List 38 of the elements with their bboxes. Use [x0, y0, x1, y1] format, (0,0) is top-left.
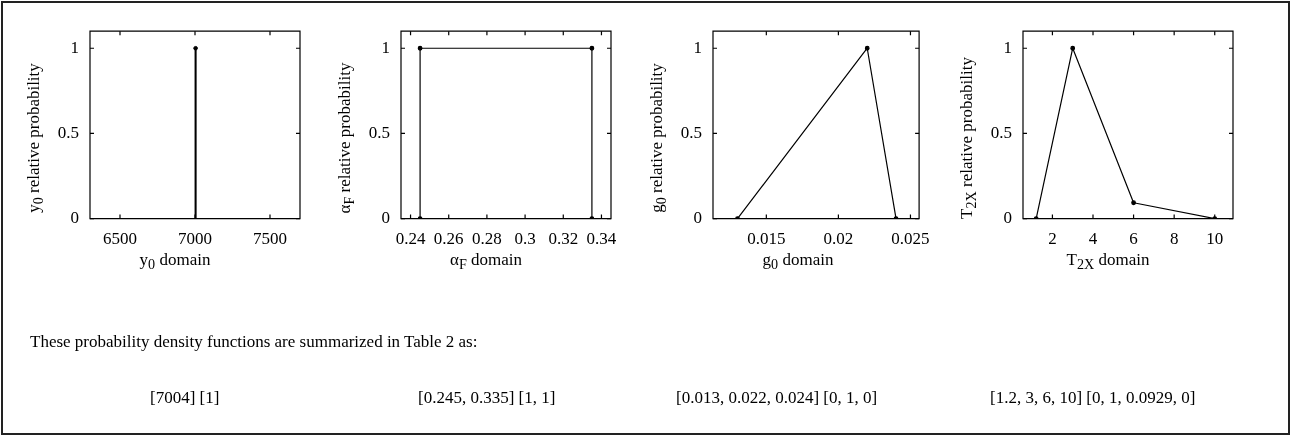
x-tick-label: 0.26 — [433, 229, 464, 249]
y-tick-label: 0 — [70, 208, 79, 228]
text: [7004] [1] — [150, 388, 220, 408]
text: [1.2, 3, 6, 10] [0, 1, 0.0929, 0] — [990, 388, 1196, 408]
x-tick-label: 0.02 — [823, 229, 854, 249]
x-tick-label: 7500 — [253, 229, 287, 249]
x-tick-label: 6 — [1129, 229, 1138, 249]
y-tick-label: 1 — [693, 37, 702, 57]
x-axis-title: T$_{2X}$ domain — [1065, 250, 1151, 274]
x-tick-label: 4 — [1088, 229, 1098, 249]
y-tick-label: 1 — [1003, 37, 1012, 57]
x-axis-title: y$_{0}$ domain — [138, 250, 212, 274]
text: [0.013, 0.022, 0.024] [0, 1, 0] — [676, 388, 878, 408]
y-tick-label: 1 — [70, 37, 79, 57]
x-tick-label: 7000 — [178, 229, 212, 249]
y-tick-label: 1 — [381, 37, 390, 57]
y-tick-label: 0 — [1003, 208, 1012, 228]
x-tick-label: 2 — [1048, 229, 1057, 249]
x-tick-label: 0.34 — [586, 229, 617, 249]
y-tick-label: 0 — [693, 208, 702, 228]
x-tick-label: 0.24 — [395, 229, 426, 249]
x-axis-title: α$_{F}$ domain — [448, 250, 523, 274]
text: [0.245, 0.335] [1, 1] — [418, 388, 556, 408]
x-tick-label: 0.015 — [747, 229, 786, 249]
x-tick-label: 0.28 — [472, 229, 502, 249]
x-tick-label: 0.025 — [891, 229, 930, 249]
y-tick-label: 0.5 — [368, 122, 390, 142]
x-tick-label: 10 — [1206, 229, 1224, 249]
y-tick-label: 0.5 — [990, 122, 1012, 142]
x-tick-label: 0.32 — [548, 229, 579, 249]
text: These probability density functions are summarized in Table 2 as: — [30, 332, 478, 352]
y-tick-label: 0.5 — [680, 122, 702, 142]
y-tick-label: 0 — [381, 208, 390, 228]
x-tick-label: 6500 — [103, 229, 137, 249]
x-tick-label: 8 — [1169, 229, 1179, 249]
y-tick-label: 0.5 — [57, 122, 79, 142]
x-axis-title: g$_{0}$ domain — [761, 250, 835, 274]
x-tick-label: 0.3 — [514, 229, 536, 249]
